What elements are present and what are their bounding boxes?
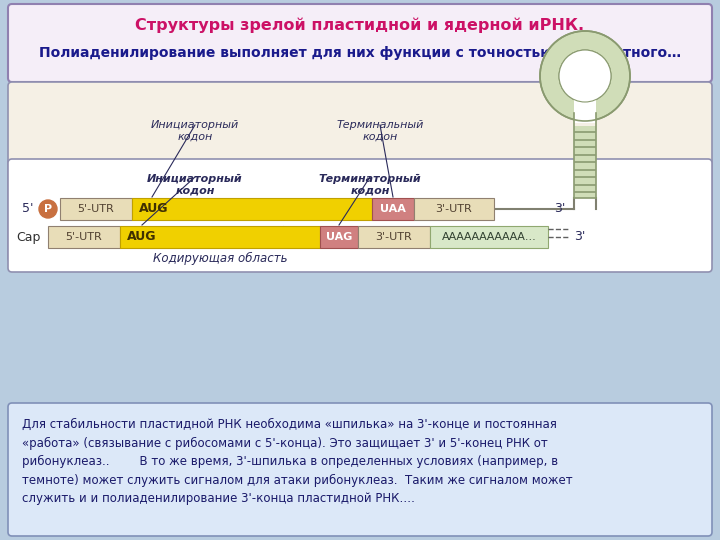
Text: Cap: Cap <box>16 231 40 244</box>
FancyBboxPatch shape <box>132 198 372 220</box>
Circle shape <box>559 50 611 102</box>
Text: UAA: UAA <box>380 204 406 214</box>
Text: Терминаторный
кодон: Терминаторный кодон <box>319 174 421 195</box>
Text: 3'-UTR: 3'-UTR <box>376 232 413 242</box>
Text: Терминальный
кодон: Терминальный кодон <box>336 120 423 141</box>
Text: AUG: AUG <box>139 202 168 215</box>
Text: ААААААААААА...: ААААААААААА... <box>441 232 536 242</box>
Circle shape <box>39 200 57 218</box>
Text: Кодирующая область: Кодирующая область <box>185 226 319 239</box>
Text: Инициаторный
кодон: Инициаторный кодон <box>147 174 243 195</box>
Text: 3'-UTR: 3'-UTR <box>436 204 472 214</box>
FancyBboxPatch shape <box>372 198 414 220</box>
Text: 5': 5' <box>22 202 34 215</box>
FancyBboxPatch shape <box>574 98 596 123</box>
Text: Кодирующая область: Кодирующая область <box>153 252 287 265</box>
Text: Инициаторный
кодон: Инициаторный кодон <box>151 120 239 141</box>
Text: P: P <box>44 204 52 214</box>
Text: UAG: UAG <box>326 232 352 242</box>
Circle shape <box>559 50 611 102</box>
Text: Полиаденилирование выполняет для них функции с точностью до обратного…: Полиаденилирование выполняет для них фун… <box>39 46 681 60</box>
FancyBboxPatch shape <box>120 226 320 248</box>
FancyBboxPatch shape <box>430 226 548 248</box>
FancyBboxPatch shape <box>8 82 712 262</box>
FancyBboxPatch shape <box>414 198 494 220</box>
FancyBboxPatch shape <box>320 226 358 248</box>
Text: 5'-UTR: 5'-UTR <box>78 204 114 214</box>
Circle shape <box>540 31 630 121</box>
Text: AUG: AUG <box>127 231 157 244</box>
FancyBboxPatch shape <box>8 4 712 82</box>
Text: Структуры зрелой пластидной и ядерной иРНК.: Структуры зрелой пластидной и ядерной иР… <box>135 17 585 33</box>
FancyBboxPatch shape <box>8 159 712 272</box>
FancyBboxPatch shape <box>60 198 132 220</box>
FancyBboxPatch shape <box>8 403 712 536</box>
FancyBboxPatch shape <box>574 126 596 198</box>
Text: 3': 3' <box>554 202 565 215</box>
Text: Для стабильности пластидной РНК необходима «шпилька» на 3'-конце и постоянная
«р: Для стабильности пластидной РНК необходи… <box>22 418 572 505</box>
Text: 3': 3' <box>574 231 585 244</box>
FancyBboxPatch shape <box>48 226 120 248</box>
FancyBboxPatch shape <box>358 226 430 248</box>
Text: 5'-UTR: 5'-UTR <box>66 232 102 242</box>
